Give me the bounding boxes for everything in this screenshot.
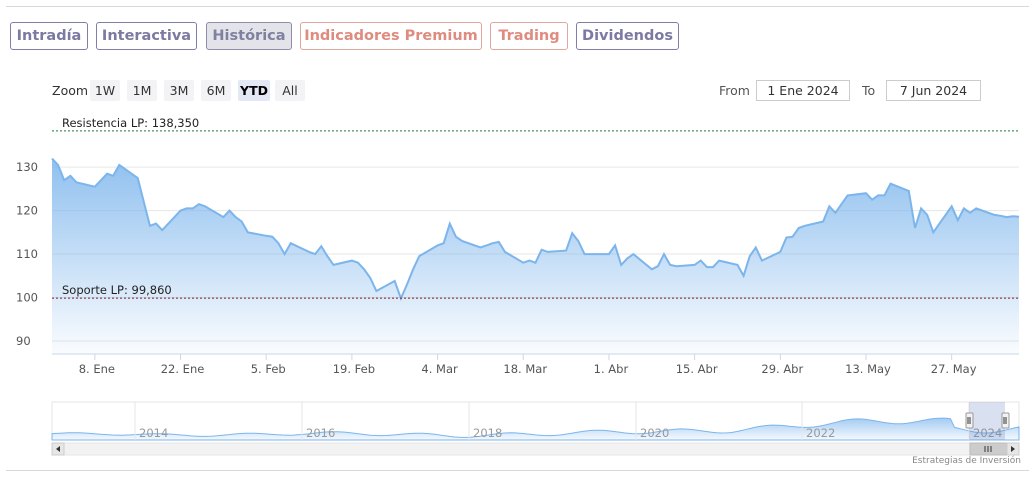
support-label: Soporte LP: 99,860: [62, 283, 172, 297]
to-date-input[interactable]: 7 Jun 2024: [886, 80, 981, 101]
x-tick-label: 27. May: [931, 362, 977, 376]
tab-interactiva[interactable]: Interactiva: [96, 22, 197, 50]
navigator-year-label: 2016: [306, 426, 335, 440]
tab-intradia[interactable]: Intradía: [10, 22, 88, 50]
y-tick-label: 120: [16, 204, 38, 218]
navigator-series: [51, 417, 1020, 441]
zoom-label: Zoom: [52, 83, 89, 98]
x-tick-label: 8. Ene: [79, 362, 115, 376]
scroll-left-icon: [56, 446, 60, 452]
resistance-label: Resistencia LP: 138,350: [62, 116, 199, 130]
price-line: [51, 157, 1020, 302]
navigator-year-label: 2024: [973, 426, 1002, 440]
zoom-button-1m[interactable]: 1M: [127, 80, 157, 101]
y-tick-label: 100: [16, 291, 38, 305]
x-tick-label: 19. Feb: [333, 362, 375, 376]
navigator[interactable]: 2014 2016 2018 2020 2022 2024: [51, 401, 1020, 441]
x-tick-label: 29. Abr: [761, 362, 803, 376]
x-axis: 8. Ene 22. Ene 5. Feb 19. Feb 4. Mar 18. Mar 1…: [52, 353, 1019, 376]
price-area: [52, 158, 1019, 354]
x-tick-label: 22. Ene: [161, 362, 205, 376]
from-date-input[interactable]: 1 Ene 2024: [756, 80, 850, 101]
zoom-button-1w[interactable]: 1W: [90, 80, 120, 101]
zoom-button-all[interactable]: All: [275, 80, 305, 101]
navigator-selection: [969, 402, 1005, 440]
tab-historica[interactable]: Histórica: [206, 22, 292, 50]
x-tick-label: 4. Mar: [421, 362, 458, 376]
tab-indicadores-premium[interactable]: Indicadores Premium: [300, 22, 482, 50]
to-label: To: [862, 83, 876, 98]
y-tick-label: 90: [16, 334, 31, 348]
y-tick-label: 110: [16, 247, 38, 261]
tab-dividendos[interactable]: Dividendos: [576, 22, 679, 50]
x-tick-label: 18. Mar: [503, 362, 547, 376]
x-tick-label: 5. Feb: [251, 362, 286, 376]
x-tick-label: 1. Abr: [594, 362, 629, 376]
from-label: From: [719, 83, 750, 98]
navigator-year-label: 2020: [640, 426, 669, 440]
zoom-button-6m[interactable]: 6M: [201, 80, 231, 101]
navigator-year-label: 2022: [806, 426, 835, 440]
scrollbar[interactable]: [51, 442, 1020, 456]
scrollbar-track: [51, 442, 1020, 456]
scroll-right-icon: [1011, 446, 1015, 452]
x-tick-label: 13. May: [845, 362, 891, 376]
zoom-button-3m[interactable]: 3M: [164, 80, 194, 101]
y-tick-label: 130: [16, 160, 38, 174]
y-axis: 90 100 110 120 130: [16, 160, 38, 348]
tab-trading[interactable]: Trading: [490, 22, 568, 50]
price-series: [51, 157, 1020, 354]
bottom-divider: [6, 470, 1029, 471]
top-divider: [6, 6, 1029, 7]
plot-lines: Resistencia LP: 138,350 Soporte LP: 99,86…: [52, 116, 1019, 299]
zoom-button-ytd[interactable]: YTD: [238, 80, 270, 101]
navigator-year-label: 2014: [139, 426, 168, 440]
date-range: From 1 Ene 2024 To 7 Jun 2024: [719, 80, 989, 102]
x-tick-label: 15. Abr: [676, 362, 718, 376]
navigator-year-label: 2018: [473, 426, 502, 440]
credits: Estrategias de Inversión: [912, 456, 1021, 466]
